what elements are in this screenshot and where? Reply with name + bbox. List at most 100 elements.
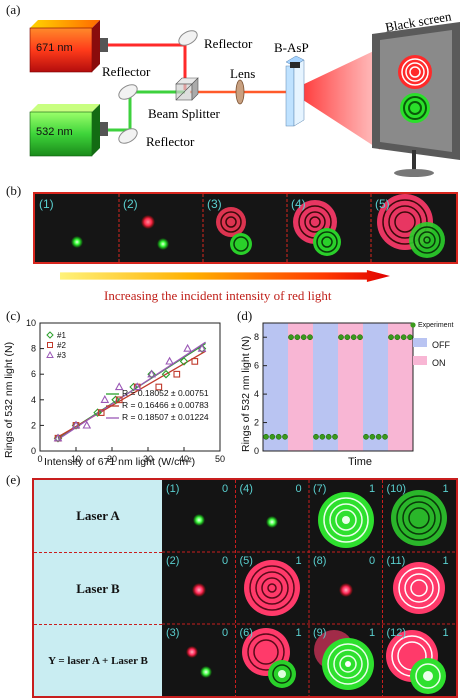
- data-point: [147, 369, 156, 378]
- data-point: [344, 334, 351, 341]
- x-tick-label: 50: [215, 454, 225, 464]
- reflector-label-2: Reflector: [102, 64, 151, 79]
- legend-marker: [46, 331, 54, 339]
- data-point: [338, 334, 344, 341]
- band-on: [288, 323, 313, 451]
- y-tick-label: 0: [31, 446, 36, 456]
- cell-state-value: 1: [369, 627, 376, 639]
- data-point: [82, 420, 92, 429]
- panel-b-label: (b): [6, 183, 22, 198]
- data-point: [114, 382, 124, 391]
- y-tick-label: 8: [31, 344, 36, 354]
- chart-c-xlabel: Intensity of 671 nm light (W/cm²): [44, 456, 196, 468]
- cell-id-label: (1): [166, 483, 180, 495]
- cell-id-label: (11): [386, 555, 406, 567]
- intensity-arrow: [60, 270, 390, 282]
- lens-shape: [235, 79, 245, 105]
- data-point: [350, 334, 357, 341]
- cell-id-label: (12): [386, 627, 407, 639]
- reflector-left-mirror: [118, 84, 138, 100]
- y-tick-label: 6: [254, 361, 259, 371]
- chart-c-ylabel: Rings of 532 nm light (N): [3, 341, 15, 458]
- data-point: [263, 433, 269, 440]
- b-asp-sample: [285, 55, 305, 127]
- chart-d-ylabel: Rings of 532 nm light (N): [240, 335, 252, 452]
- y-tick-label: 10: [26, 318, 36, 328]
- cell-id-label: (6): [239, 627, 253, 639]
- chart-c-frame: [39, 322, 221, 452]
- band-off: [363, 323, 388, 451]
- black-screen: [372, 22, 460, 177]
- y-tick-label: 4: [254, 389, 259, 399]
- data-point: [269, 433, 276, 440]
- band-off: [263, 323, 288, 451]
- frame4-rings: [293, 200, 341, 256]
- sample-label: B-AsP: [274, 40, 309, 55]
- data-point: [332, 433, 338, 440]
- data-point: [155, 383, 163, 391]
- chart-c-fit-1: R = 0.18052 ± 0.00751: [122, 388, 209, 398]
- panel-d-label: (d): [237, 308, 253, 323]
- cell-state-value: 0: [222, 627, 229, 639]
- band-off: [313, 323, 338, 451]
- data-point: [394, 334, 401, 341]
- data-point: [197, 344, 207, 353]
- data-point: [115, 396, 123, 404]
- legend-marker: [47, 342, 53, 348]
- fit-line: [57, 341, 206, 441]
- frame-label-5: (5): [375, 197, 390, 211]
- y-tick-label: 0: [254, 446, 259, 456]
- data-point: [325, 433, 332, 440]
- data-point: [147, 369, 156, 379]
- screen-green-rings: [400, 93, 430, 123]
- cell-id-label: (8): [313, 555, 327, 567]
- data-point: [71, 420, 81, 429]
- reflector-label-1: Reflector: [204, 36, 253, 51]
- data-point: [197, 343, 207, 352]
- data-point: [307, 334, 313, 341]
- x-tick-label: 10: [71, 454, 81, 464]
- data-point: [400, 334, 407, 341]
- legend-experiment-marker: [410, 322, 416, 328]
- data-point: [407, 334, 413, 341]
- beam-splitter-label: Beam Splitter: [148, 106, 220, 121]
- data-point: [191, 358, 199, 365]
- setup-diagram: [29, 20, 460, 177]
- band-on: [388, 323, 413, 451]
- frame-label-2: (2): [123, 197, 138, 211]
- chart-c-fit-3: R = 0.18507 ± 0.01224: [122, 412, 209, 422]
- cell-id-label: (4): [239, 483, 253, 495]
- row-label-laser-a: Laser A: [34, 480, 162, 552]
- chart-c: 0 10 20 30 40 50 0 2 4 6 8 10 #1#2#3: [26, 318, 225, 464]
- logic-gate-table: Laser A Laser B Y = laser A + Laser B (1…: [32, 478, 458, 698]
- data-point: [388, 334, 394, 341]
- chart-d-xlabel: Time: [348, 456, 373, 468]
- frame-label-1: (1): [39, 197, 54, 211]
- legend-label: #2: [57, 341, 66, 350]
- frame2-green-spot: [157, 238, 169, 250]
- panel-e-label: (e): [6, 472, 21, 487]
- x-tick-label: 40: [179, 454, 189, 464]
- legend-label: #1: [57, 331, 66, 340]
- intensity-caption: Increasing the incident intensity of red…: [104, 288, 332, 303]
- chart-c-fit-2: R = 0.16466 ± 0.00783: [122, 400, 209, 410]
- data-point: [382, 433, 388, 440]
- data-point: [111, 395, 120, 405]
- frame-label-3: (3): [207, 197, 222, 211]
- band-on: [338, 323, 363, 451]
- legend-off-swatch: [413, 338, 427, 347]
- frame2-red-spot: [141, 215, 155, 229]
- lens-label: Lens: [230, 66, 256, 81]
- frame5-rings: [377, 194, 445, 258]
- data-point: [319, 433, 326, 440]
- cell-id-label: (9): [313, 627, 327, 639]
- data-point: [173, 370, 181, 378]
- cell-id-label: (3): [166, 627, 180, 639]
- screen-red-rings: [398, 55, 432, 89]
- cell-id-label: (7): [313, 483, 327, 495]
- legend-marker: [46, 350, 54, 358]
- red-laser: [29, 20, 108, 73]
- chart-d-legend-experiment: Experiment: [418, 322, 454, 329]
- frame3-rings: [216, 207, 252, 255]
- intensity-frame-strip: (1) (2) (3) (4) (5): [33, 192, 458, 264]
